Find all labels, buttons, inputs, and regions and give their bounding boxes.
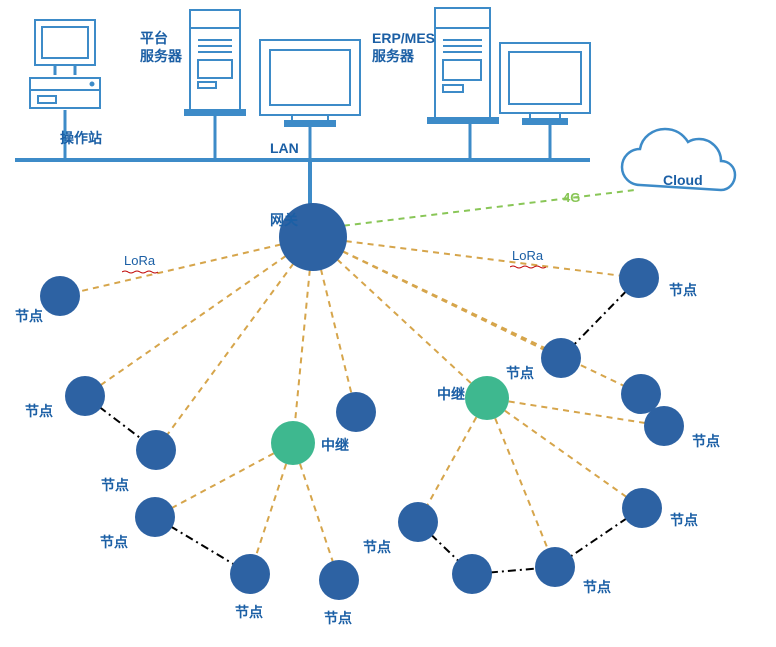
workstation-icon bbox=[30, 20, 100, 108]
erp-server-icon bbox=[428, 8, 498, 123]
lora-label-right: LoRa bbox=[512, 248, 543, 263]
node-label: 节点 bbox=[692, 431, 720, 451]
platform-server-icon bbox=[185, 10, 245, 115]
node-label: 节点 bbox=[669, 280, 697, 300]
node-label: 节点 bbox=[583, 577, 611, 597]
gateway-label: 网关 bbox=[270, 210, 298, 230]
node-label: 节点 bbox=[25, 401, 53, 421]
relay-label: 中继 bbox=[437, 384, 465, 404]
node-label: 节点 bbox=[15, 306, 43, 326]
center-monitor-icon bbox=[260, 40, 360, 126]
4g-label: 4G bbox=[563, 190, 580, 205]
node-label: 节点 bbox=[363, 537, 391, 557]
platform-server-label: 平台 服务器 bbox=[140, 30, 182, 65]
cloud-label: Cloud bbox=[663, 172, 703, 188]
node-label: 节点 bbox=[101, 475, 129, 495]
lan-label: LAN bbox=[270, 140, 299, 156]
node-label: 节点 bbox=[670, 510, 698, 530]
workstation-label: 操作站 bbox=[60, 128, 102, 148]
right-monitor-icon bbox=[500, 43, 590, 124]
node-label: 节点 bbox=[235, 602, 263, 622]
node-label: 节点 bbox=[506, 363, 534, 383]
relay-label: 中继 bbox=[321, 435, 349, 455]
network-diagram: 操作站 平台 服务器 ERP/MES 服务器 LAN Cloud 4G 网关 L… bbox=[0, 0, 776, 647]
erp-server-label: ERP/MES 服务器 bbox=[372, 30, 435, 65]
lora-label-left: LoRa bbox=[124, 253, 155, 268]
node-label: 节点 bbox=[324, 608, 352, 628]
node-label: 节点 bbox=[100, 532, 128, 552]
